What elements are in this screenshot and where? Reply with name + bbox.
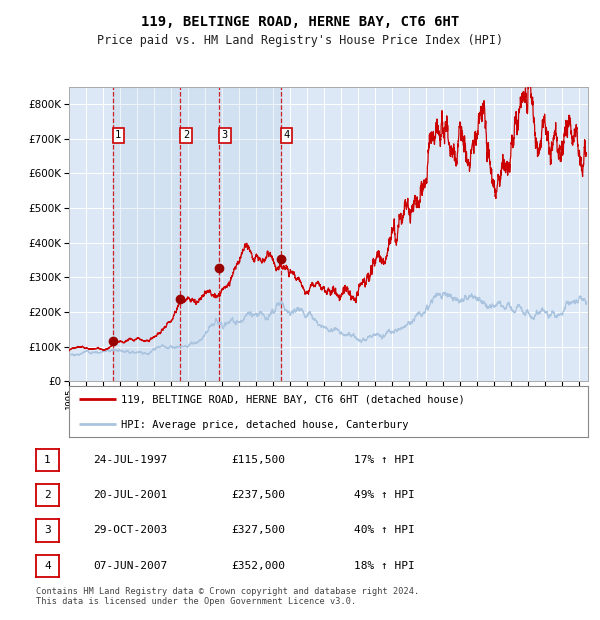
Text: 17% ↑ HPI: 17% ↑ HPI — [354, 454, 415, 465]
Text: 2: 2 — [183, 130, 189, 140]
Text: 07-JUN-2007: 07-JUN-2007 — [93, 560, 167, 571]
Text: 3: 3 — [222, 130, 228, 140]
Text: 40% ↑ HPI: 40% ↑ HPI — [354, 525, 415, 536]
Text: 3: 3 — [44, 525, 51, 536]
Text: 2: 2 — [44, 490, 51, 500]
Text: Price paid vs. HM Land Registry's House Price Index (HPI): Price paid vs. HM Land Registry's House … — [97, 34, 503, 47]
Text: £115,500: £115,500 — [231, 454, 285, 465]
Text: 4: 4 — [283, 130, 289, 140]
Text: £352,000: £352,000 — [231, 560, 285, 571]
Text: 24-JUL-1997: 24-JUL-1997 — [93, 454, 167, 465]
Text: 29-OCT-2003: 29-OCT-2003 — [93, 525, 167, 536]
Bar — [113, 87, 281, 381]
Text: 1: 1 — [115, 130, 121, 140]
Text: HPI: Average price, detached house, Canterbury: HPI: Average price, detached house, Cant… — [121, 420, 409, 430]
Text: £327,500: £327,500 — [231, 525, 285, 536]
Text: 119, BELTINGE ROAD, HERNE BAY, CT6 6HT: 119, BELTINGE ROAD, HERNE BAY, CT6 6HT — [141, 16, 459, 30]
Text: £237,500: £237,500 — [231, 490, 285, 500]
Text: 49% ↑ HPI: 49% ↑ HPI — [354, 490, 415, 500]
Text: 4: 4 — [44, 560, 51, 571]
Text: 119, BELTINGE ROAD, HERNE BAY, CT6 6HT (detached house): 119, BELTINGE ROAD, HERNE BAY, CT6 6HT (… — [121, 394, 464, 404]
Text: 18% ↑ HPI: 18% ↑ HPI — [354, 560, 415, 571]
Text: 20-JUL-2001: 20-JUL-2001 — [93, 490, 167, 500]
Text: Contains HM Land Registry data © Crown copyright and database right 2024.
This d: Contains HM Land Registry data © Crown c… — [36, 587, 419, 606]
Text: 1: 1 — [44, 454, 51, 465]
